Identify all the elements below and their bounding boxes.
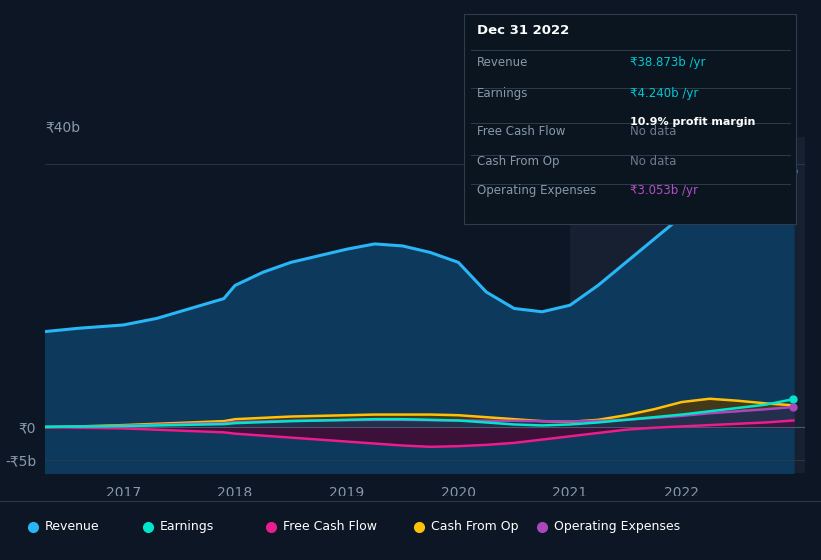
Text: ₹40b: ₹40b bbox=[45, 120, 80, 134]
Text: Earnings: Earnings bbox=[477, 87, 529, 100]
Text: Revenue: Revenue bbox=[477, 56, 529, 69]
Text: No data: No data bbox=[631, 155, 677, 167]
Text: Dec 31 2022: Dec 31 2022 bbox=[477, 25, 570, 38]
Text: ₹38.873b /yr: ₹38.873b /yr bbox=[631, 56, 705, 69]
Text: Free Cash Flow: Free Cash Flow bbox=[283, 520, 377, 533]
Text: Cash From Op: Cash From Op bbox=[477, 155, 560, 167]
Text: ₹4.240b /yr: ₹4.240b /yr bbox=[631, 87, 699, 100]
Text: Operating Expenses: Operating Expenses bbox=[477, 184, 596, 197]
Bar bbox=[570, 137, 805, 473]
Text: Cash From Op: Cash From Op bbox=[431, 520, 519, 533]
Text: 10.9% profit margin: 10.9% profit margin bbox=[631, 117, 755, 127]
Text: Revenue: Revenue bbox=[45, 520, 100, 533]
Text: Operating Expenses: Operating Expenses bbox=[554, 520, 681, 533]
Text: ₹3.053b /yr: ₹3.053b /yr bbox=[631, 184, 698, 197]
Text: Earnings: Earnings bbox=[160, 520, 214, 533]
Text: Free Cash Flow: Free Cash Flow bbox=[477, 125, 566, 138]
Text: No data: No data bbox=[631, 125, 677, 138]
